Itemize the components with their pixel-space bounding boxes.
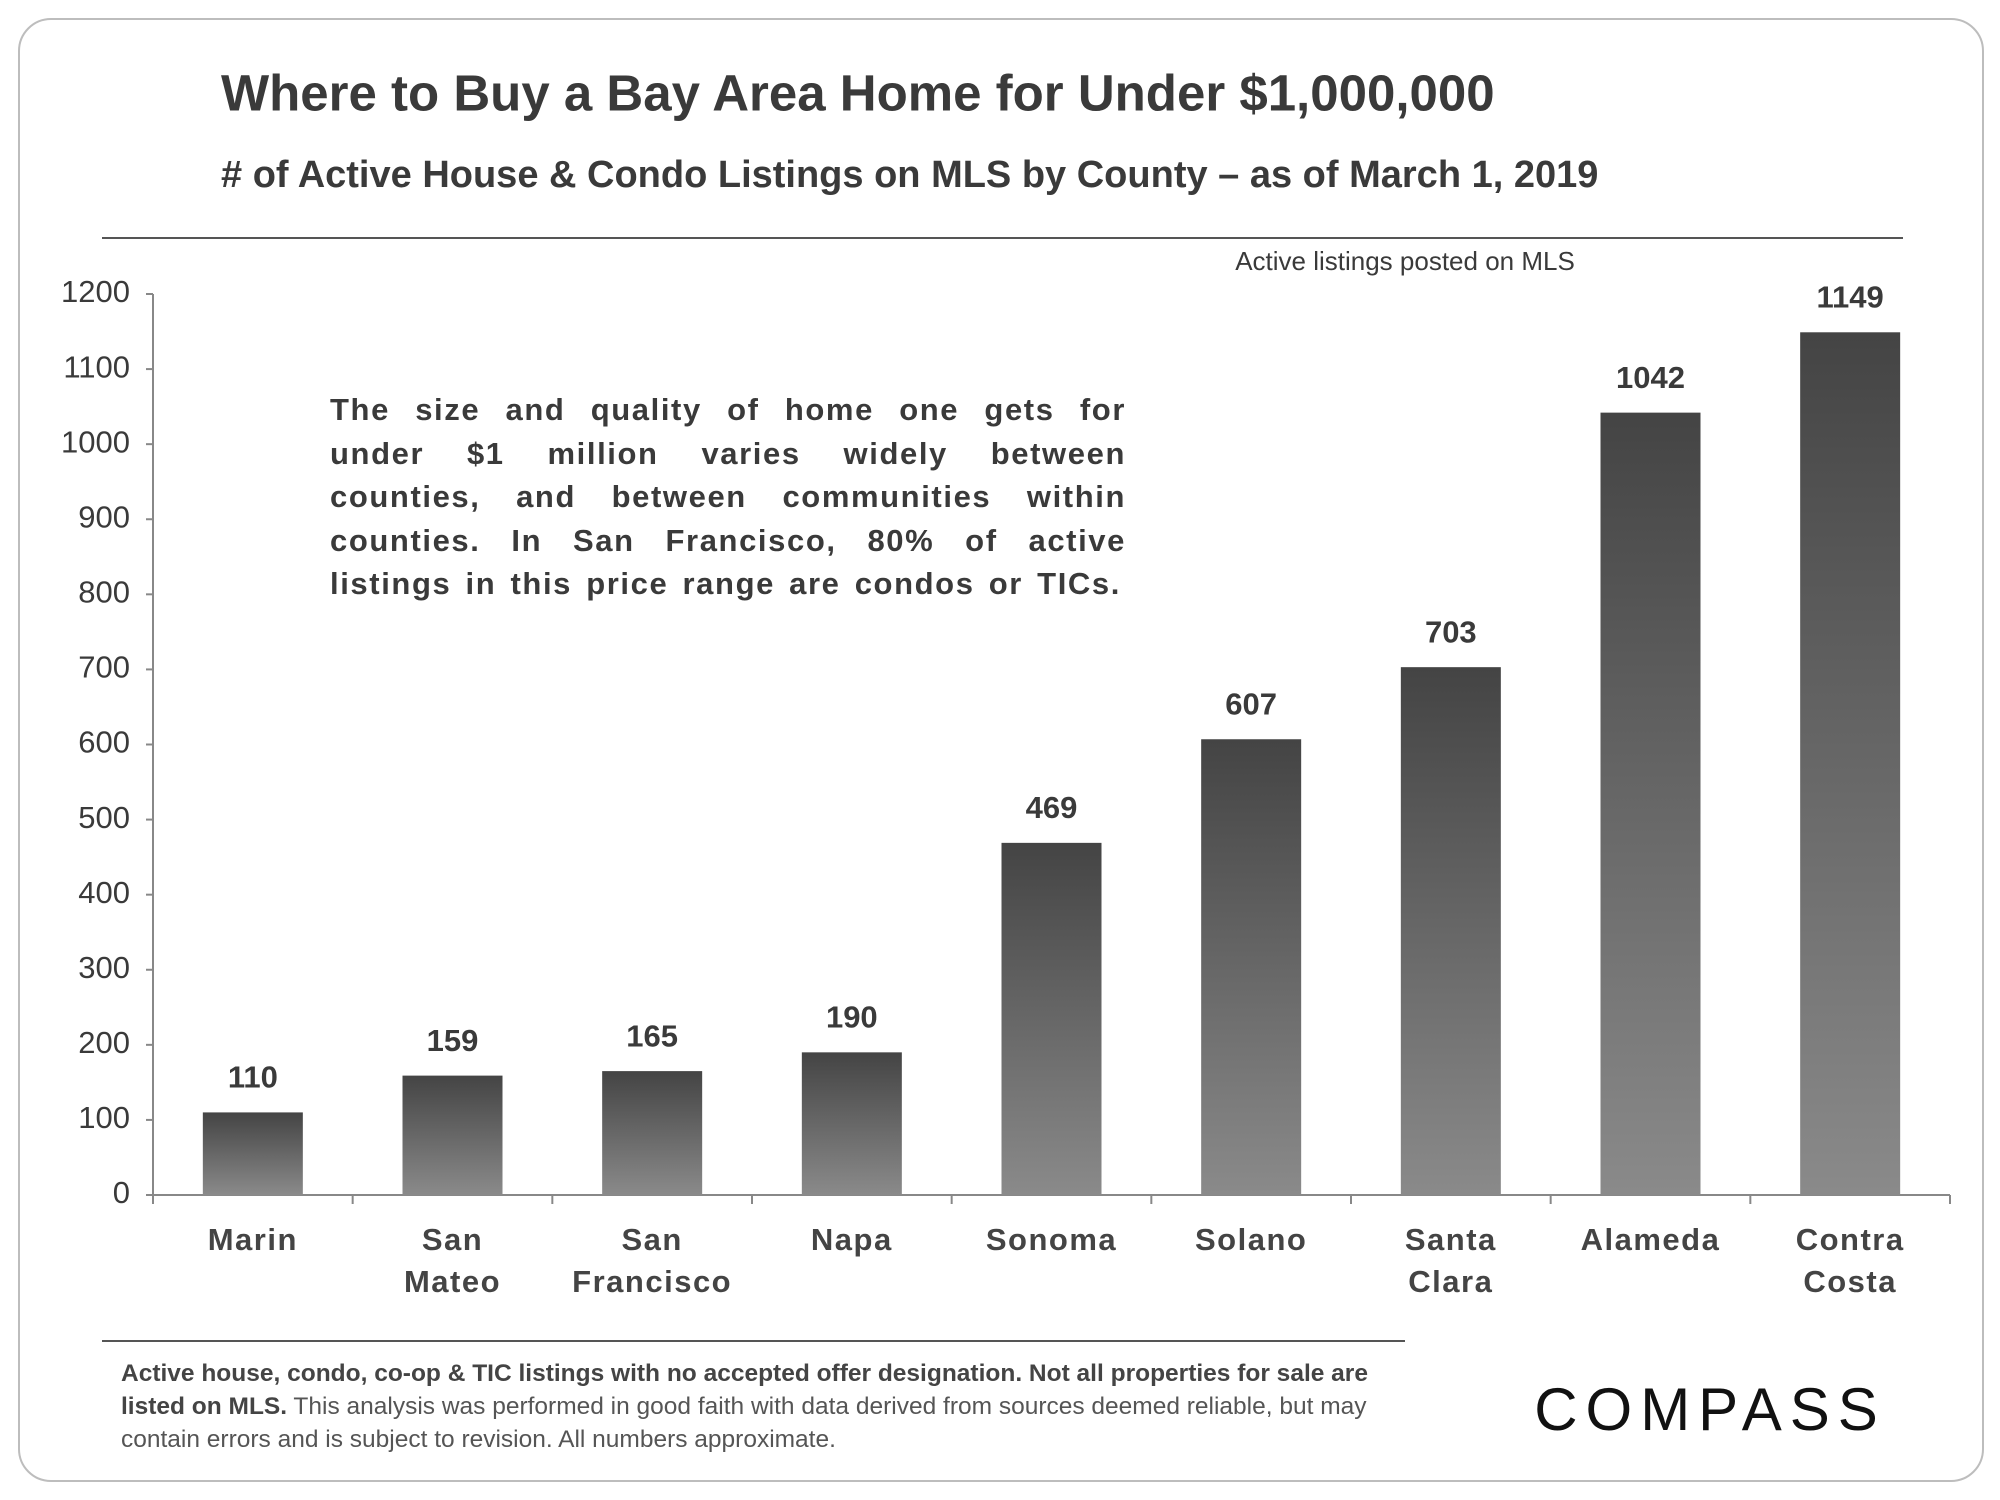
bar	[202, 1112, 303, 1195]
value-label: 607	[1225, 686, 1277, 721]
value-label: 165	[626, 1018, 678, 1053]
bar	[402, 1075, 503, 1195]
x-tick-label: Napa	[810, 1222, 893, 1257]
x-tick-label: Contra Costa	[1795, 1222, 1905, 1299]
y-tick-label: 800	[78, 575, 130, 610]
value-label: 110	[228, 1060, 278, 1095]
value-label: 469	[1026, 790, 1078, 825]
logo: COMPASS	[1534, 1376, 1886, 1443]
chart-title: Where to Buy a Bay Area Home for Under $…	[221, 64, 1495, 121]
value-label: 703	[1425, 614, 1477, 649]
bar	[1800, 332, 1901, 1196]
bar	[1600, 412, 1701, 1195]
annotation: The size and quality of home one gets fo…	[330, 392, 1126, 601]
footnote: Active house, condo, co-op & TIC listing…	[121, 1357, 1386, 1456]
x-tick-label: Sonoma	[985, 1222, 1118, 1257]
y-tick-label: 700	[78, 650, 130, 685]
y-tick-label: 1000	[61, 424, 130, 459]
y-tick-label: 500	[78, 800, 130, 835]
y-tick-label: 400	[78, 875, 130, 910]
footnote-text: This analysis was performed in good fait…	[121, 1393, 1367, 1453]
bar	[602, 1071, 703, 1195]
footnote-bold: Active house, condo, co-op & TIC listing…	[121, 1360, 1368, 1420]
y-tick-label: 1200	[61, 274, 130, 309]
bar	[801, 1052, 902, 1195]
value-label: 1149	[1817, 279, 1884, 314]
x-tick-label: San Francisco	[572, 1222, 733, 1299]
y-tick-label: 100	[78, 1100, 130, 1135]
y-tick-label: 1100	[63, 349, 130, 384]
x-tick-label: San Mateo	[403, 1222, 502, 1299]
value-label: 190	[826, 1000, 878, 1035]
y-tick-label: 0	[113, 1175, 130, 1210]
y-tick-label: 600	[78, 725, 130, 760]
value-label: 1042	[1616, 360, 1685, 395]
x-tick-label: Alameda	[1580, 1222, 1721, 1257]
y-tick-label: 300	[78, 950, 130, 985]
bar	[1201, 739, 1302, 1195]
chart-subtitle: # of Active House & Condo Listings on ML…	[221, 154, 1598, 196]
bar	[1001, 842, 1102, 1195]
x-tick-label: Santa Clara	[1404, 1222, 1497, 1299]
bar	[1400, 667, 1501, 1195]
x-tick-label: Marin	[207, 1222, 298, 1257]
legend-note: Active listings posted on MLS	[1235, 246, 1575, 276]
x-tick-label: Solano	[1194, 1222, 1308, 1257]
card-border	[18, 18, 1984, 1482]
value-label: 159	[427, 1023, 479, 1058]
y-tick-label: 200	[78, 1025, 130, 1060]
y-tick-label: 900	[78, 499, 130, 534]
